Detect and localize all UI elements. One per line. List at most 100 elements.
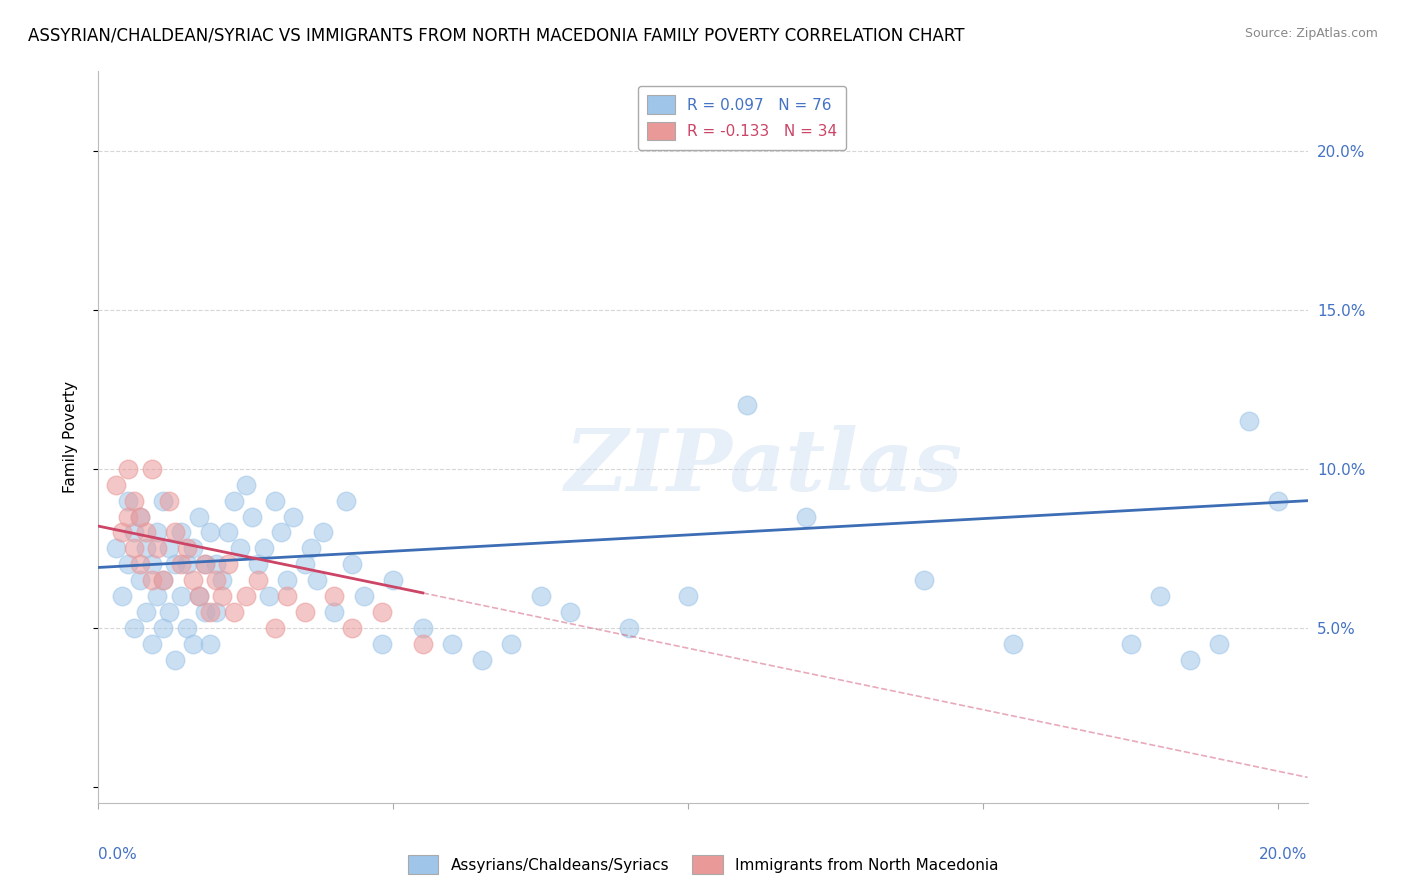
Legend: R = 0.097   N = 76, R = -0.133   N = 34: R = 0.097 N = 76, R = -0.133 N = 34 [638, 87, 846, 150]
Point [370, 637, 392, 651]
Point [165, 653, 187, 667]
Point [211, 573, 233, 587]
Point [530, 589, 553, 603]
Point [194, 558, 217, 572]
Point [205, 573, 228, 587]
Point [152, 621, 174, 635]
Point [294, 558, 316, 572]
Y-axis label: Family Poverty: Family Poverty [63, 381, 77, 493]
Point [735, 398, 758, 412]
Point [205, 605, 228, 619]
Point [211, 589, 233, 603]
Text: ZIPatlas: ZIPatlas [564, 425, 963, 508]
Point [194, 558, 217, 572]
Point [176, 541, 198, 556]
Point [412, 637, 434, 651]
Point [128, 573, 150, 587]
Point [141, 637, 163, 651]
Point [281, 509, 304, 524]
Point [141, 462, 163, 476]
Point [294, 605, 316, 619]
Point [370, 605, 392, 619]
Point [170, 558, 193, 572]
Point [146, 589, 169, 603]
Text: ASSYRIAN/CHALDEAN/SYRIAC VS IMMIGRANTS FROM NORTH MACEDONIA FAMILY POVERTY CORRE: ASSYRIAN/CHALDEAN/SYRIAC VS IMMIGRANTS F… [28, 27, 965, 45]
Point [152, 493, 174, 508]
Point [305, 573, 328, 587]
Point [135, 525, 157, 540]
Point [259, 589, 281, 603]
Point [170, 525, 193, 540]
Point [111, 525, 134, 540]
Point [200, 637, 222, 651]
Text: Source: ZipAtlas.com: Source: ZipAtlas.com [1244, 27, 1378, 40]
Point [1237, 414, 1260, 428]
Point [176, 558, 198, 572]
Point [122, 621, 145, 635]
Point [340, 558, 363, 572]
Point [157, 541, 180, 556]
Point [619, 621, 641, 635]
Point [1001, 637, 1024, 651]
Point [240, 509, 263, 524]
Point [194, 605, 217, 619]
Point [122, 493, 145, 508]
Point [252, 541, 274, 556]
Point [165, 558, 187, 572]
Point [560, 605, 582, 619]
Point [1119, 637, 1142, 651]
Point [264, 493, 287, 508]
Point [128, 558, 150, 572]
Point [105, 541, 128, 556]
Point [235, 477, 257, 491]
Point [135, 605, 157, 619]
Point [246, 573, 269, 587]
Point [152, 573, 174, 587]
Point [501, 637, 523, 651]
Point [187, 509, 209, 524]
Point [1267, 493, 1289, 508]
Point [441, 637, 464, 651]
Point [276, 573, 298, 587]
Point [170, 589, 193, 603]
Point [111, 589, 134, 603]
Point [146, 541, 169, 556]
Point [176, 621, 198, 635]
Point [1178, 653, 1201, 667]
Text: 20.0%: 20.0% [1260, 847, 1308, 862]
Point [181, 637, 204, 651]
Point [187, 589, 209, 603]
Point [117, 462, 139, 476]
Point [146, 525, 169, 540]
Point [471, 653, 494, 667]
Point [323, 589, 346, 603]
Point [222, 493, 245, 508]
Point [323, 605, 346, 619]
Point [246, 558, 269, 572]
Point [157, 605, 180, 619]
Point [152, 573, 174, 587]
Point [299, 541, 322, 556]
Point [117, 493, 139, 508]
Point [105, 477, 128, 491]
Point [165, 525, 187, 540]
Point [117, 558, 139, 572]
Point [141, 558, 163, 572]
Point [135, 541, 157, 556]
Point [1149, 589, 1171, 603]
Point [200, 605, 222, 619]
Point [229, 541, 252, 556]
Legend: Assyrians/Chaldeans/Syriacs, Immigrants from North Macedonia: Assyrians/Chaldeans/Syriacs, Immigrants … [402, 849, 1004, 880]
Point [222, 605, 245, 619]
Point [187, 589, 209, 603]
Point [382, 573, 405, 587]
Point [912, 573, 935, 587]
Point [205, 558, 228, 572]
Point [128, 509, 150, 524]
Point [141, 573, 163, 587]
Point [128, 509, 150, 524]
Point [235, 589, 257, 603]
Point [412, 621, 434, 635]
Point [353, 589, 375, 603]
Point [311, 525, 333, 540]
